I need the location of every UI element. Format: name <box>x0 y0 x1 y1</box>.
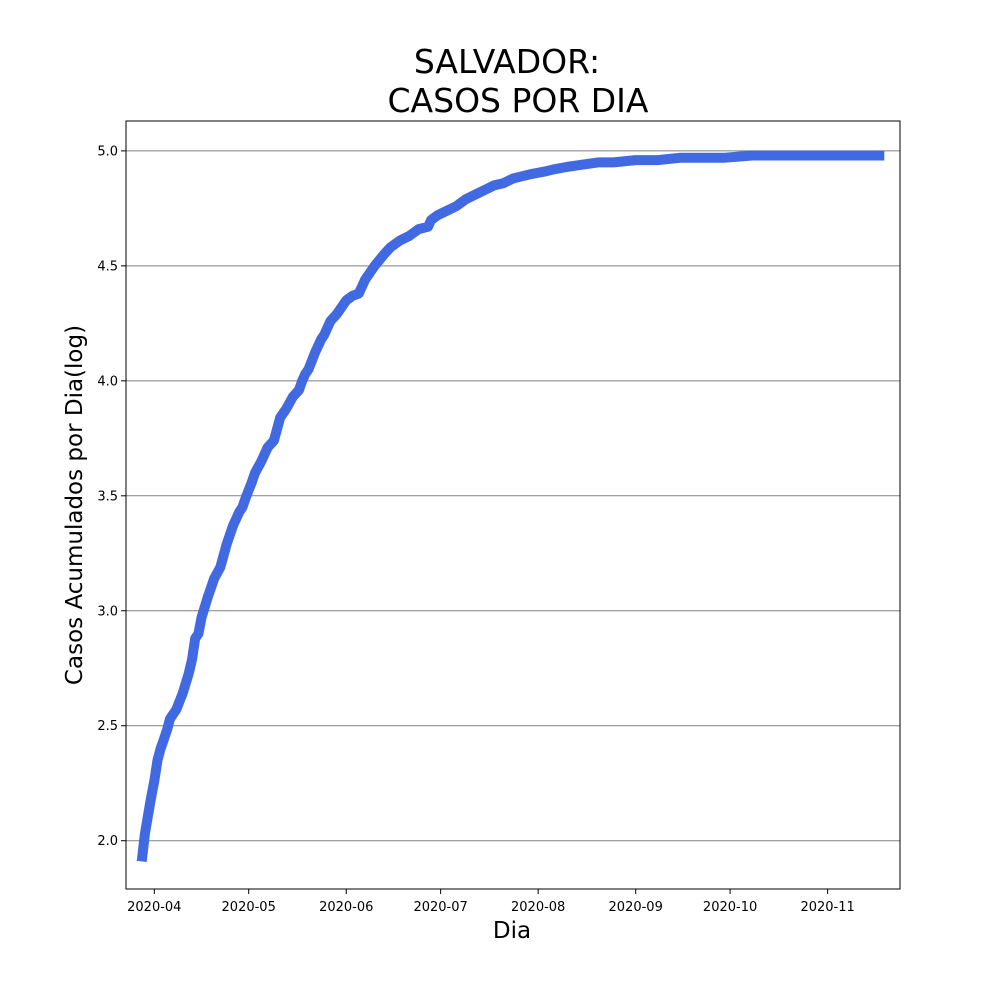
y-axis-label: Casos Acumulados por Dia(log) <box>62 325 88 685</box>
x-axis-label: Dia <box>493 918 531 944</box>
chart-title-line-2: CASOS POR DIA <box>388 81 649 120</box>
x-axis-ticks: 2020-04 2020-05 2020-06 2020-07 2020-08 2020-… <box>127 889 855 915</box>
x-tick-label: 2020-07 <box>413 900 467 915</box>
y-tick-label: 3.5 <box>97 489 118 504</box>
y-tick-label: 2.5 <box>97 719 118 734</box>
y-axis-ticks: 2.0 2.5 3.0 3.5 4.0 4.5 5.0 <box>97 144 126 849</box>
x-tick-label: 2020-09 <box>609 900 663 915</box>
y-tick-label: 4.0 <box>97 374 118 389</box>
x-tick-label: 2020-08 <box>511 900 565 915</box>
x-tick-label: 2020-05 <box>222 900 276 915</box>
series-line <box>136 150 885 862</box>
grid-lines <box>126 150 900 842</box>
x-tick-label: 2020-11 <box>800 900 854 915</box>
x-tick-label: 2020-10 <box>703 900 757 915</box>
y-tick-label: 4.5 <box>97 259 118 274</box>
series-line-group <box>136 150 885 862</box>
chart-title-line-1: SALVADOR: <box>414 42 600 81</box>
y-tick-label: 5.0 <box>97 144 118 159</box>
plot-frame <box>125 120 901 890</box>
y-tick-label: 2.0 <box>97 834 118 849</box>
x-tick-label: 2020-06 <box>319 900 373 915</box>
x-tick-label: 2020-04 <box>127 900 181 915</box>
y-tick-label: 3.0 <box>97 604 118 619</box>
